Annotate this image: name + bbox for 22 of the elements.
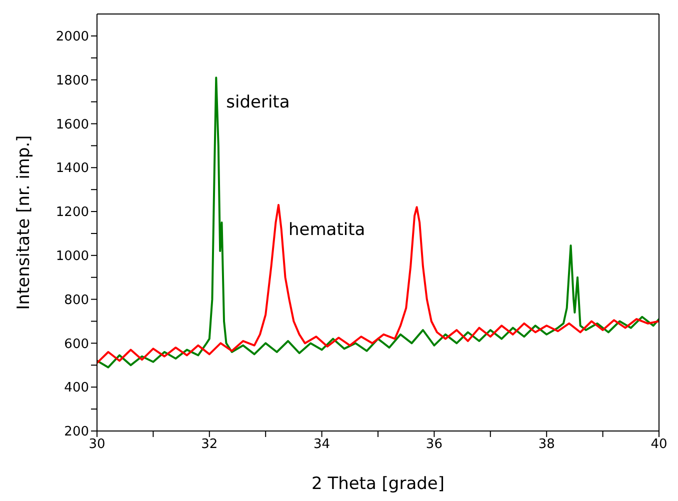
x-tick-label: 32 — [201, 437, 218, 452]
series-label: siderita — [226, 92, 290, 113]
y-tick-label: 2000 — [56, 30, 89, 45]
x-tick-label: 40 — [650, 437, 668, 452]
y-tick-label: 1200 — [56, 205, 89, 220]
y-tick-label: 1800 — [56, 73, 89, 88]
y-tick-label: 1000 — [56, 249, 89, 264]
y-tick-label: 200 — [64, 424, 89, 440]
line-series — [97, 204, 659, 364]
x-tick-label: 38 — [538, 437, 555, 452]
y-tick-label: 1400 — [56, 161, 89, 176]
x-tick-label: 36 — [426, 437, 442, 452]
series-label: hematita — [288, 220, 366, 240]
x-tick-label: 30 — [88, 437, 106, 452]
x-axis-title: 2 Theta [grade] — [311, 474, 445, 494]
y-tick-label: 600 — [64, 336, 89, 352]
x-tick-label: 34 — [314, 437, 330, 452]
y-tick-label: 800 — [64, 292, 89, 308]
line-series — [97, 76, 659, 368]
y-tick-label: 400 — [64, 380, 89, 396]
y-axis-title: Intensitate [nr. imp.] — [14, 135, 34, 310]
y-tick-label: 1600 — [56, 117, 89, 132]
